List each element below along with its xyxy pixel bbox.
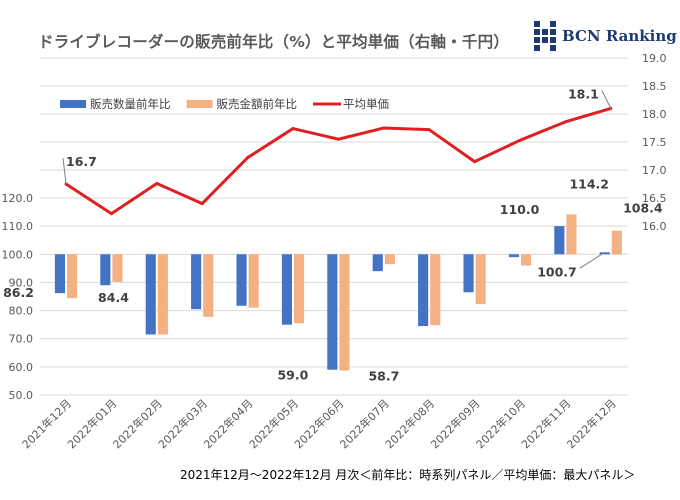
bar-quantity-yoy bbox=[418, 254, 429, 327]
data-label: 110.0 bbox=[500, 202, 540, 217]
bar-amount-yoy bbox=[157, 254, 168, 335]
bar-quantity-yoy bbox=[236, 254, 247, 306]
line-point-average-price bbox=[427, 128, 431, 132]
right-axis-tick: 17.0 bbox=[642, 164, 667, 177]
legend-swatch bbox=[186, 100, 213, 108]
left-axis-tick: 80.0 bbox=[9, 305, 34, 318]
bar-quantity-yoy bbox=[145, 254, 156, 335]
data-label: 84.4 bbox=[98, 290, 129, 305]
right-axis-tick: 18.5 bbox=[642, 80, 667, 93]
bar-quantity-yoy bbox=[599, 252, 610, 255]
bar-quantity-yoy bbox=[54, 254, 65, 294]
chart-title: ドライブレコーダーの販売前年比（%）と平均単価（右軸・千円） bbox=[38, 33, 510, 51]
line-point-average-price bbox=[473, 160, 477, 164]
data-label-leader bbox=[579, 251, 606, 269]
right-axis-tick: 17.5 bbox=[642, 136, 667, 149]
bar-amount-yoy bbox=[566, 214, 577, 255]
bar-amount-yoy bbox=[475, 254, 486, 305]
line-point-average-price bbox=[109, 212, 113, 216]
data-label-leader bbox=[601, 90, 612, 109]
line-point-average-price bbox=[200, 202, 204, 206]
data-label: 86.2 bbox=[3, 285, 34, 300]
bar-amount-yoy bbox=[67, 254, 78, 299]
bar-quantity-yoy bbox=[463, 254, 474, 293]
bar-amount-yoy bbox=[384, 254, 395, 265]
brand-name: BCN Ranking bbox=[562, 27, 677, 45]
bar-amount-yoy bbox=[248, 254, 259, 308]
legend-label: 販売数量前年比 bbox=[90, 97, 171, 111]
bar-quantity-yoy bbox=[100, 254, 111, 286]
bar-amount-yoy bbox=[339, 254, 350, 371]
left-axis-tick: 100.0 bbox=[2, 248, 34, 261]
bar-quantity-yoy bbox=[554, 226, 565, 255]
bar-amount-yoy bbox=[294, 254, 305, 324]
right-axis-tick: 18.0 bbox=[642, 108, 667, 121]
legend-swatch bbox=[60, 100, 86, 108]
bar-amount-yoy bbox=[611, 230, 622, 255]
bcn-logo-icon bbox=[534, 21, 556, 51]
data-label: 58.7 bbox=[368, 369, 399, 384]
line-point-average-price bbox=[291, 127, 295, 131]
x-axis-tick: 2022年12月 bbox=[564, 396, 619, 451]
bar-quantity-yoy bbox=[508, 254, 519, 258]
bar-amount-yoy bbox=[521, 254, 532, 266]
legend-label: 販売金額前年比 bbox=[217, 97, 298, 111]
bar-quantity-yoy bbox=[281, 254, 292, 325]
data-label: 100.7 bbox=[537, 264, 577, 279]
data-label: 16.7 bbox=[66, 154, 97, 169]
bar-quantity-yoy bbox=[372, 254, 383, 272]
line-point-average-price bbox=[336, 137, 340, 141]
right-axis-tick: 16.0 bbox=[642, 220, 667, 233]
data-label: 108.4 bbox=[623, 201, 663, 216]
data-label-leader bbox=[62, 157, 67, 185]
left-axis-tick: 120.0 bbox=[2, 192, 34, 205]
left-axis-tick: 50.0 bbox=[9, 389, 34, 402]
legend-label: 平均単価 bbox=[343, 97, 389, 111]
chart-footer-note: 2021年12月〜2022年12月 月次＜前年比：時系列パネル／平均単価：最大パ… bbox=[180, 468, 636, 482]
line-point-average-price bbox=[155, 181, 159, 185]
line-point-average-price bbox=[563, 120, 567, 124]
left-axis-tick: 90.0 bbox=[9, 276, 34, 289]
bcn-ranking-logo: BCN Ranking bbox=[534, 20, 677, 52]
data-label: 18.1 bbox=[568, 86, 599, 101]
line-point-average-price bbox=[246, 156, 250, 160]
left-axis-tick: 70.0 bbox=[9, 333, 34, 346]
bar-amount-yoy bbox=[203, 254, 214, 317]
bar-quantity-yoy bbox=[327, 254, 338, 370]
right-axis-tick: 16.5 bbox=[642, 192, 667, 205]
bar-quantity-yoy bbox=[191, 254, 202, 310]
line-point-average-price bbox=[518, 138, 522, 142]
bar-amount-yoy bbox=[112, 254, 123, 282]
left-axis-tick: 60.0 bbox=[9, 361, 34, 374]
legend: 販売数量前年比 販売金額前年比 平均単価 bbox=[60, 97, 389, 111]
data-label: 114.2 bbox=[569, 176, 609, 191]
bar-amount-yoy bbox=[430, 254, 441, 326]
left-axis-tick: 110.0 bbox=[2, 220, 34, 233]
line-point-average-price bbox=[382, 126, 386, 130]
data-label: 59.0 bbox=[277, 368, 308, 383]
right-axis-tick: 19.0 bbox=[642, 52, 667, 65]
